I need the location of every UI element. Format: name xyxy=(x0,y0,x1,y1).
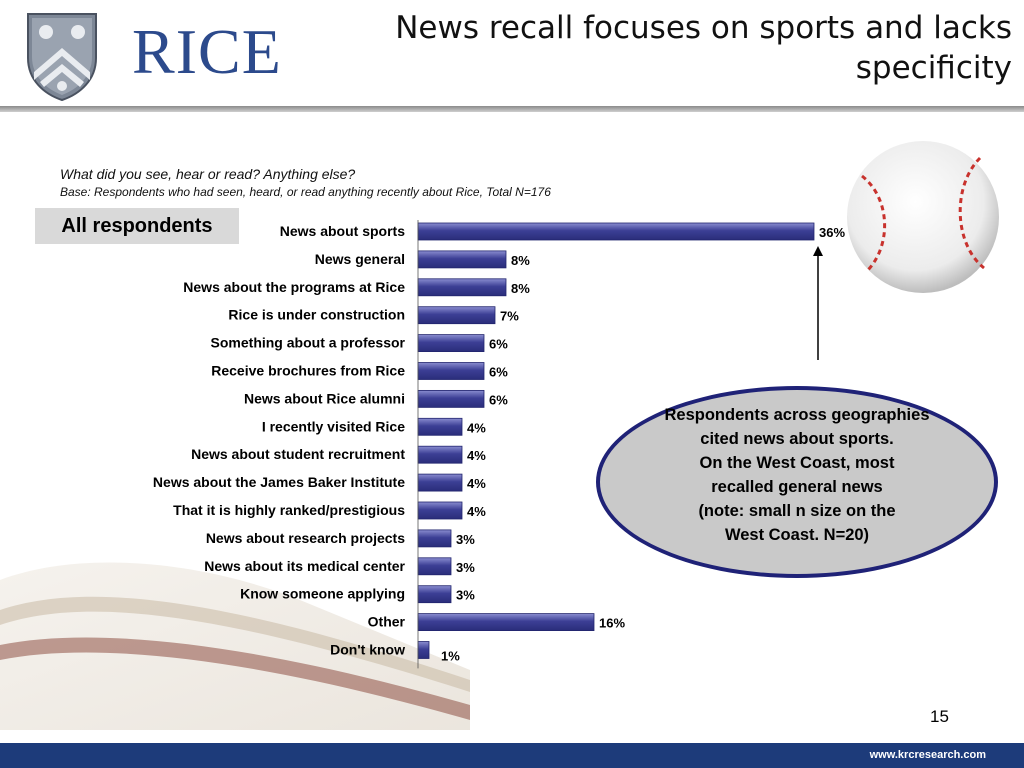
value-label: 4% xyxy=(467,476,486,491)
callout-text: Respondents across geographies cited new… xyxy=(664,406,930,544)
value-label: 3% xyxy=(456,560,475,575)
value-label: 6% xyxy=(489,337,508,352)
segment-label: All respondents xyxy=(35,208,239,244)
category-label: News about Rice alumni xyxy=(244,390,405,406)
footer-url: www.krcresearch.com xyxy=(869,749,986,761)
value-label: 1% xyxy=(441,649,460,664)
category-label: Other xyxy=(368,614,406,630)
value-label: 3% xyxy=(456,588,475,603)
value-label: 8% xyxy=(511,253,530,268)
value-label: 3% xyxy=(456,532,475,547)
logo-wordmark: RICE xyxy=(132,16,282,87)
category-label: Rice is under construction xyxy=(228,307,405,323)
header-divider xyxy=(0,106,1024,112)
survey-base: Base: Respondents who had seen, heard, o… xyxy=(60,185,551,199)
value-label: 6% xyxy=(489,365,508,380)
category-label: News about its medical center xyxy=(204,558,405,574)
value-label: 7% xyxy=(500,309,519,324)
value-label: 36% xyxy=(819,225,845,240)
category-label: News general xyxy=(315,251,405,267)
callout-ellipse: Respondents across geographies cited new… xyxy=(596,386,998,578)
category-label: News about sports xyxy=(280,223,405,239)
category-label: News about the James Baker Institute xyxy=(153,474,405,490)
value-label: 4% xyxy=(467,420,486,435)
category-label: Something about a professor xyxy=(211,335,406,351)
baseball-image xyxy=(847,141,999,293)
rice-logo: RICE xyxy=(22,10,281,102)
value-label: 16% xyxy=(599,616,625,631)
value-label: 4% xyxy=(467,504,486,519)
rice-shield-icon xyxy=(27,13,97,102)
value-label: 4% xyxy=(467,448,486,463)
value-label: 8% xyxy=(511,281,530,296)
page-number: 15 xyxy=(930,707,949,726)
category-label: Know someone applying xyxy=(240,586,405,602)
category-label: That it is highly ranked/prestigious xyxy=(173,502,405,518)
category-label: Don't know xyxy=(330,642,405,658)
book-background-image xyxy=(0,562,470,730)
category-label: I recently visited Rice xyxy=(262,418,405,434)
category-label: Receive brochures from Rice xyxy=(211,363,405,379)
category-label: News about the programs at Rice xyxy=(183,279,405,295)
page-title: News recall focuses on sports and lacks … xyxy=(395,10,1012,86)
footer-bar: www.krcresearch.com xyxy=(0,743,1024,768)
value-label: 6% xyxy=(489,392,508,407)
category-label: News about research projects xyxy=(206,530,405,546)
category-label: News about student recruitment xyxy=(191,446,405,462)
survey-question: What did you see, hear or read? Anything… xyxy=(60,166,356,182)
